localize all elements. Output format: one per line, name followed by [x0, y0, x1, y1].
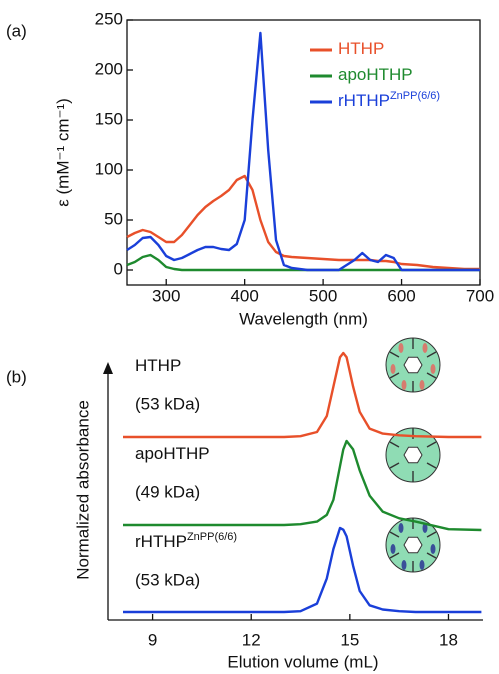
y-tick-label: 250 [95, 9, 123, 28]
panel-label: (a) [6, 21, 27, 40]
trace-label-superscript: ZnPP(6/6) [187, 531, 237, 543]
y-axis-arrow [103, 362, 113, 374]
y-axis-label: Normalized absorbance [73, 400, 92, 580]
protein-icon [385, 337, 441, 393]
data-line [126, 174, 480, 271]
y-tick-label: 100 [95, 159, 123, 178]
legend-label: apoHTHP [338, 65, 413, 84]
y-tick-label: 150 [95, 109, 123, 128]
trace-label-main: apoHTHP [135, 444, 210, 463]
legend-label-main: HTHP [338, 39, 384, 58]
legend-label: rHTHPZnPP(6/6) [338, 90, 440, 111]
trace-mass: (49 kDa) [135, 482, 200, 501]
x-axis-label: Elution volume (mL) [227, 652, 378, 671]
x-tick-label: 400 [230, 286, 258, 305]
legend-label-superscript: ZnPP(6/6) [390, 90, 440, 102]
data-line [123, 526, 482, 614]
y-axis-label: ε (mM⁻¹ cm⁻¹) [53, 98, 72, 207]
x-axis-label: Wavelength (nm) [239, 309, 368, 328]
y-tick-label: 200 [95, 59, 123, 78]
x-tick-label: 12 [242, 630, 261, 649]
x-tick-label: 300 [152, 286, 180, 305]
trace-label: HTHP [135, 356, 181, 375]
data-line [123, 351, 482, 439]
data-line [123, 439, 482, 532]
y-tick-label: 0 [114, 259, 123, 278]
trace-label: apoHTHP [135, 444, 210, 463]
trace-mass: (53 kDa) [135, 394, 200, 413]
legend-label: HTHP [338, 39, 384, 58]
legend-label-main: rHTHP [338, 91, 390, 110]
legend-label-main: apoHTHP [338, 65, 413, 84]
trace-label-main: HTHP [135, 356, 181, 375]
protein-icon [385, 517, 441, 573]
x-tick-label: 9 [148, 630, 157, 649]
plot-frame [126, 19, 481, 286]
data-line [126, 31, 480, 272]
panel-label: (b) [6, 367, 27, 386]
data-line [126, 253, 480, 272]
trace-label: rHTHPZnPP(6/6) [135, 531, 237, 552]
y-tick-label: 50 [104, 209, 123, 228]
x-tick-label: 500 [309, 286, 337, 305]
x-tick-label: 700 [466, 286, 494, 305]
x-tick-label: 18 [439, 630, 458, 649]
x-tick-label: 600 [387, 286, 415, 305]
x-tick-label: 15 [340, 630, 359, 649]
trace-mass: (53 kDa) [135, 570, 200, 589]
trace-label-main: rHTHP [135, 532, 187, 551]
